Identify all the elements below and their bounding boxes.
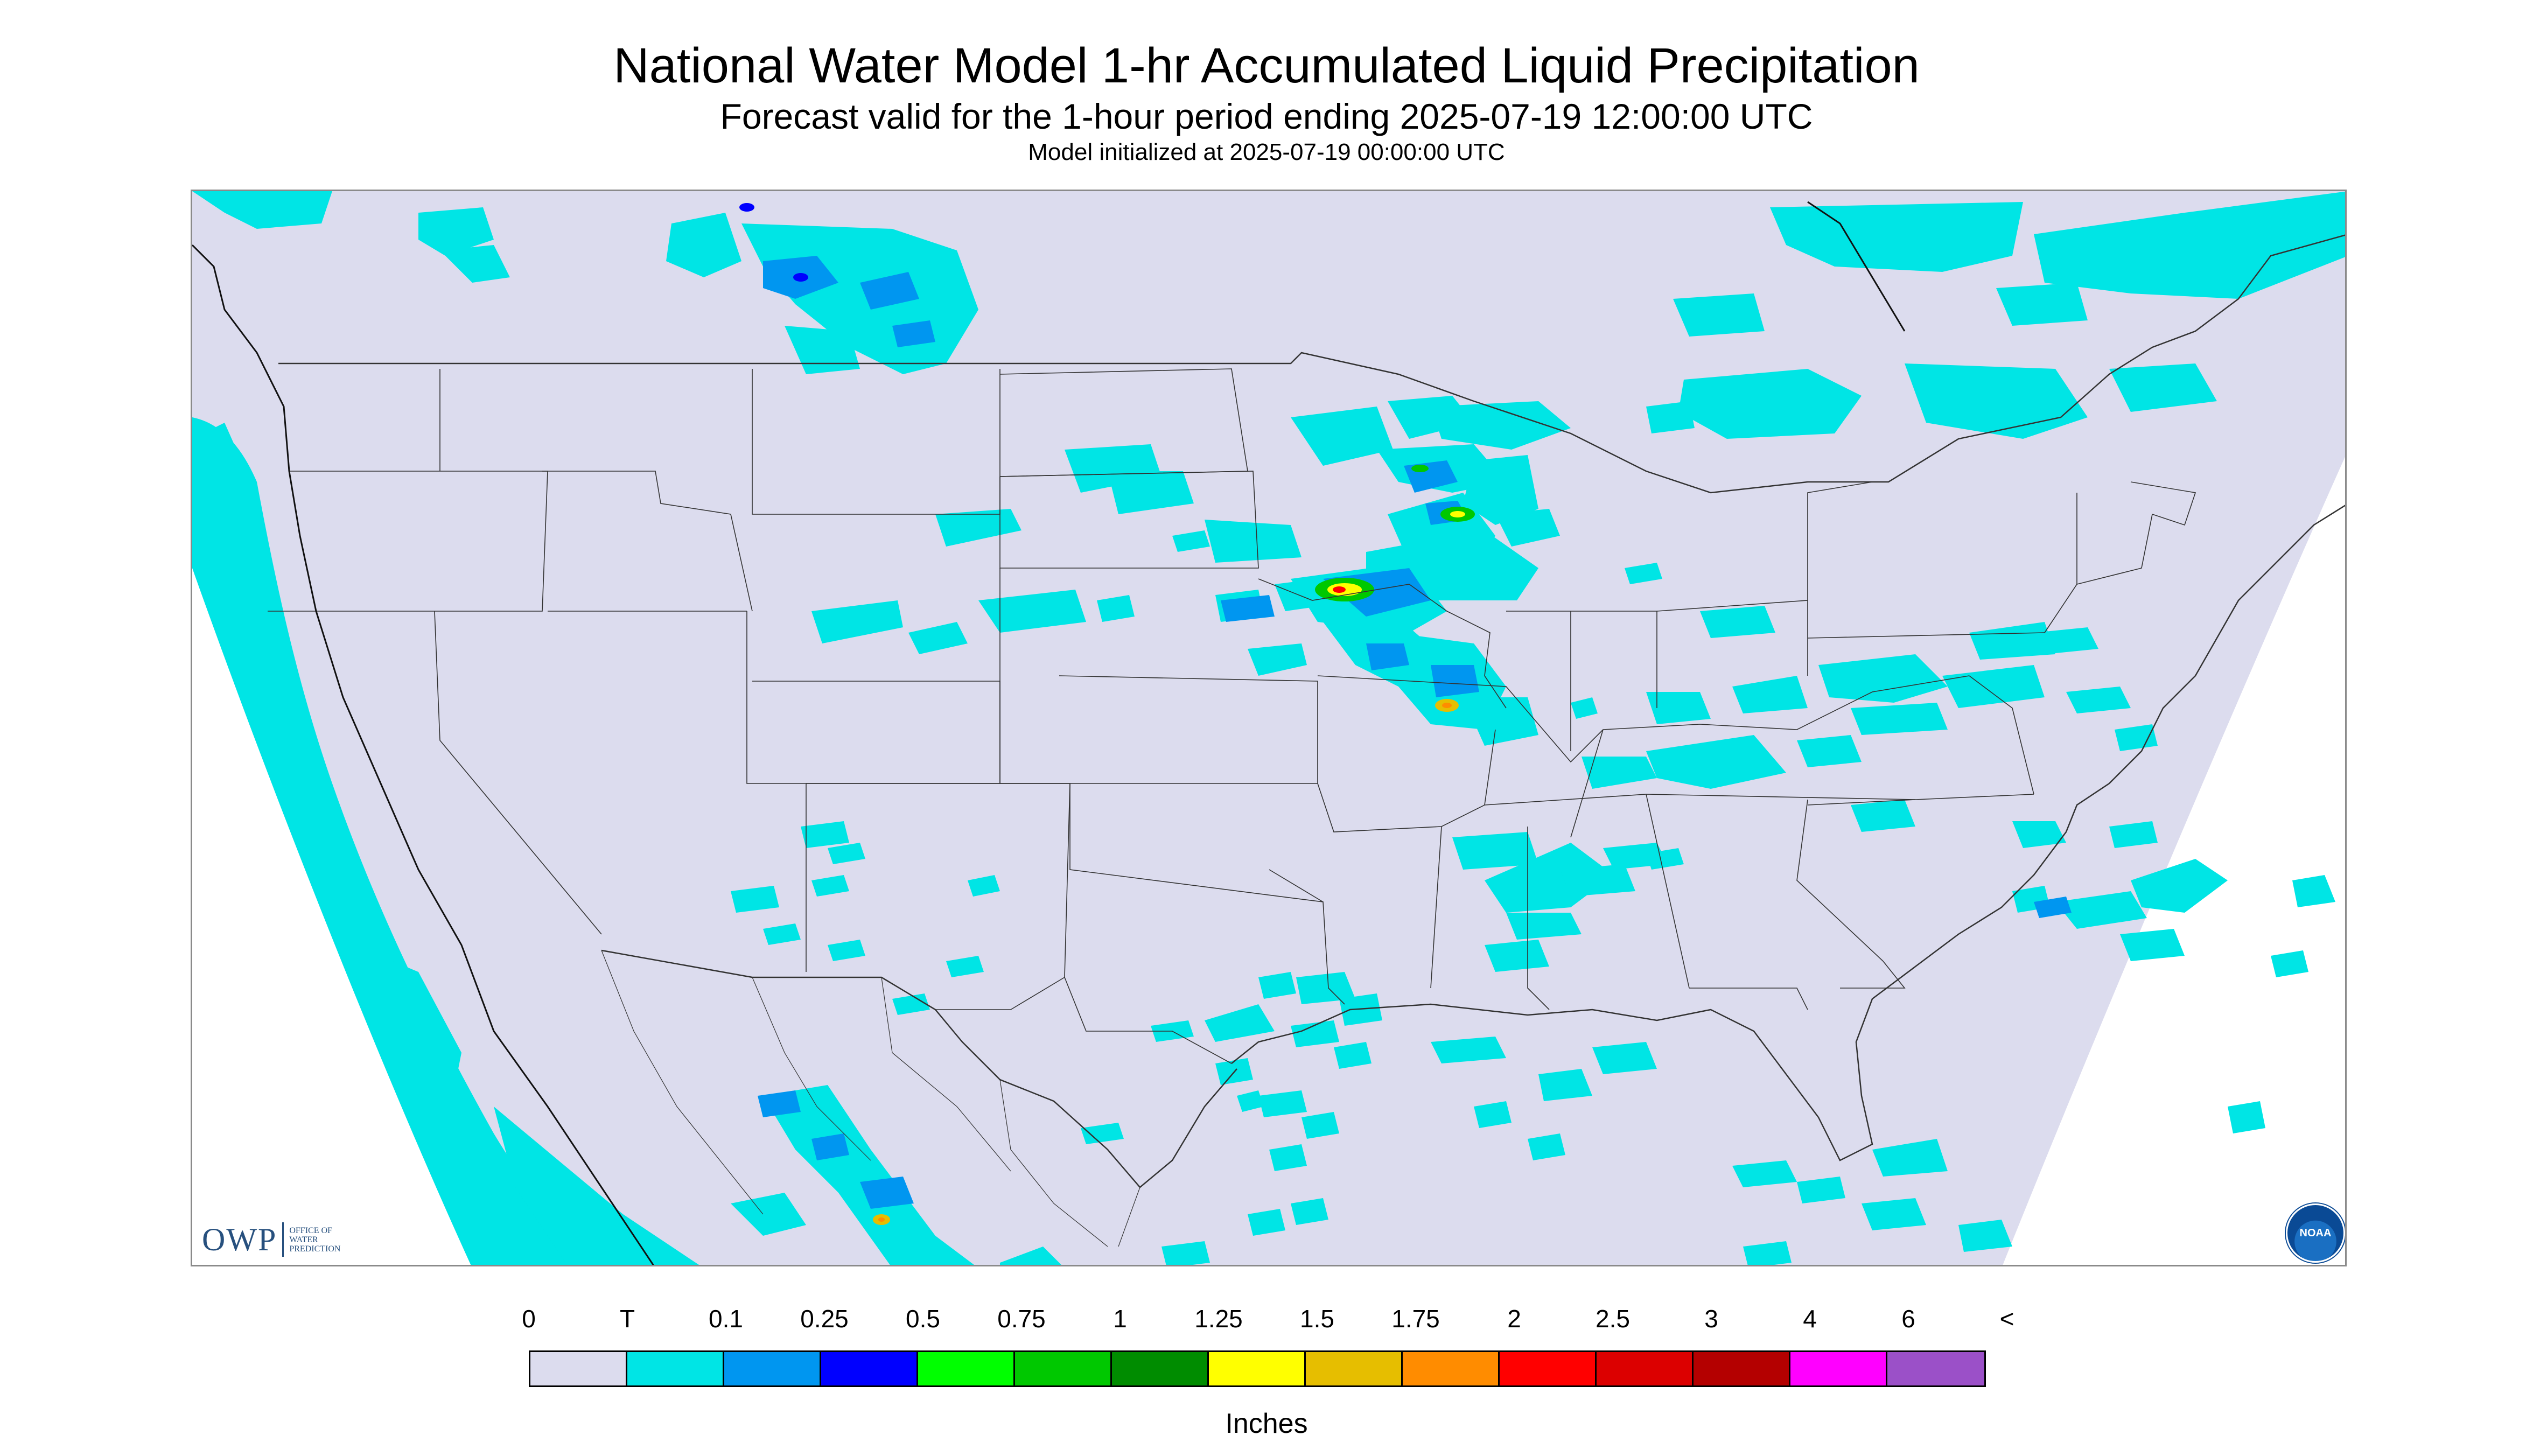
legend-swatch-10 bbox=[1500, 1352, 1597, 1385]
legend-swatch-13 bbox=[1790, 1352, 1887, 1385]
no-data-left bbox=[192, 568, 471, 1265]
legend-swatch-7 bbox=[1209, 1352, 1306, 1385]
owp-logo-mark: OWP bbox=[202, 1221, 277, 1257]
legend-tick-label-6: 1 bbox=[1113, 1305, 1127, 1333]
legend-swatch-5 bbox=[1015, 1352, 1112, 1385]
legend-swatch-2 bbox=[724, 1352, 821, 1385]
legend-swatch-1 bbox=[627, 1352, 724, 1385]
precipitation-map: OWP OFFICE OF WATER PREDICTION NOAA bbox=[191, 190, 2347, 1266]
legend-swatch-14 bbox=[1887, 1352, 1984, 1385]
map-canvas bbox=[192, 191, 2345, 1265]
legend-tick-label-14: 6 bbox=[1901, 1305, 1915, 1333]
mexico-provinces bbox=[601, 950, 1140, 1247]
moderate-precip-cores bbox=[758, 256, 2072, 1209]
legend-tick-label-0: 0 bbox=[522, 1305, 536, 1333]
coastlines bbox=[192, 201, 1906, 1265]
legend-tick-label-10: 2 bbox=[1507, 1305, 1521, 1333]
forecast-valid-subtitle: Forecast valid for the 1-hour period end… bbox=[720, 96, 1813, 136]
legend-tick-label-8: 1.5 bbox=[1300, 1305, 1334, 1333]
legend-units-label: Inches bbox=[1225, 1408, 1308, 1439]
owp-logo-text: OFFICE OF WATER PREDICTION bbox=[289, 1226, 341, 1254]
noaa-logo: NOAA bbox=[2286, 1203, 2345, 1263]
legend-tick-label-11: 2.5 bbox=[1596, 1305, 1630, 1333]
legend-tick-label-2: 0.1 bbox=[709, 1305, 743, 1333]
legend-tick-label-3: 0.25 bbox=[800, 1305, 849, 1333]
legend-color-bar bbox=[529, 1350, 1986, 1387]
legend-tick-label-13: 4 bbox=[1803, 1305, 1817, 1333]
light-precip-clusters bbox=[192, 191, 2345, 1265]
legend-tick-label-4: 0.5 bbox=[906, 1305, 940, 1333]
map-title: National Water Model 1-hr Accumulated Li… bbox=[613, 38, 1920, 93]
precipitation-legend: 0 T 0.1 0.25 0.5 0.75 1 1.25 1.5 1.75 2 2.5 3 4 6 < Inc… bbox=[0, 1292, 2533, 1454]
legend-tick-label-15: < bbox=[1999, 1305, 2014, 1333]
legend-swatch-8 bbox=[1306, 1352, 1403, 1385]
legend-swatch-4 bbox=[918, 1352, 1015, 1385]
legend-swatch-12 bbox=[1694, 1352, 1790, 1385]
owp-logo: OWP OFFICE OF WATER PREDICTION bbox=[202, 1221, 340, 1258]
model-init-line: Model initialized at 2025-07-19 00:00:00… bbox=[1028, 139, 1505, 165]
legend-swatch-0 bbox=[530, 1352, 627, 1385]
heavy-precip-cells bbox=[739, 203, 1475, 1225]
legend-tick-label-1: T bbox=[619, 1305, 635, 1333]
legend-tick-label-7: 1.25 bbox=[1194, 1305, 1243, 1333]
noaa-logo-text: NOAA bbox=[2299, 1227, 2332, 1239]
legend-swatch-6 bbox=[1112, 1352, 1209, 1385]
legend-tick-label-5: 0.75 bbox=[997, 1305, 1046, 1333]
state-boundaries bbox=[268, 368, 2196, 1064]
no-data-right bbox=[2003, 457, 2345, 1265]
legend-swatch-9 bbox=[1403, 1352, 1500, 1385]
legend-swatch-3 bbox=[821, 1352, 918, 1385]
legend-tick-label-9: 1.75 bbox=[1391, 1305, 1440, 1333]
owp-logo-divider bbox=[282, 1222, 284, 1257]
legend-tick-label-12: 3 bbox=[1704, 1305, 1718, 1333]
legend-swatch-11 bbox=[1597, 1352, 1694, 1385]
pacific-precip bbox=[192, 417, 699, 1265]
